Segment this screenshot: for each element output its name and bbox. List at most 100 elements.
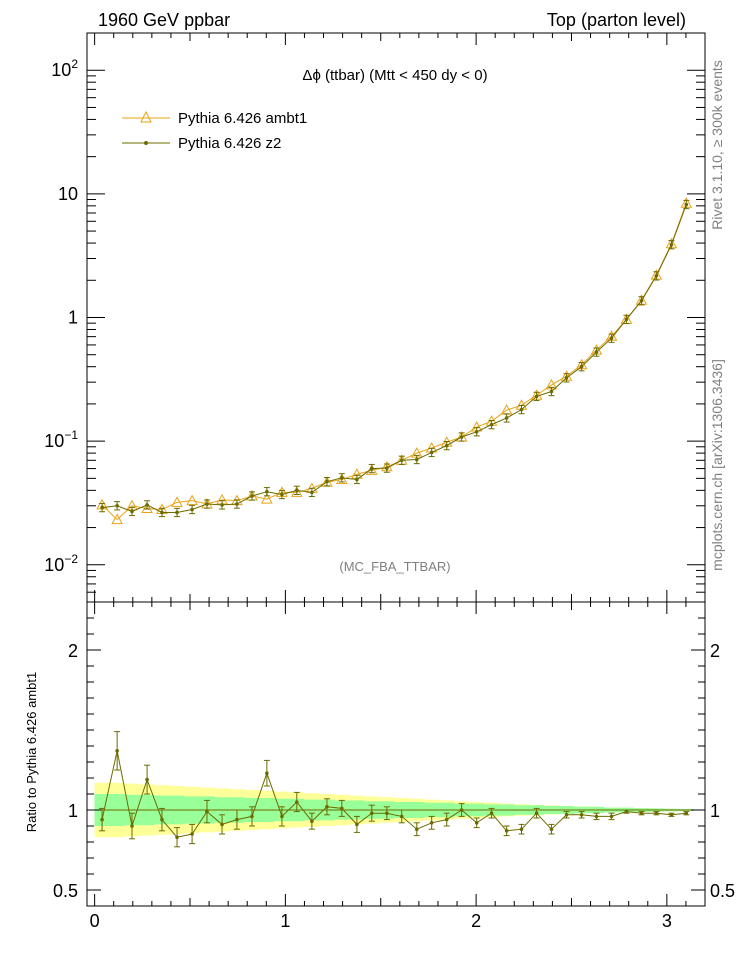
ambt1-point — [141, 502, 153, 514]
ratio-point — [459, 808, 464, 812]
ratio-plot-panel: 2 2 1 1 0.5 0.5 — [53, 601, 735, 907]
ratio-point — [205, 809, 209, 814]
x-tick-label: 2 — [471, 911, 481, 931]
ratio-point — [504, 829, 509, 833]
z2-point — [654, 274, 659, 278]
y-tick-label: 1 — [68, 308, 78, 328]
z2-point — [399, 458, 404, 463]
legend-marker-ambt1 — [140, 110, 152, 123]
ratio-point — [534, 811, 539, 815]
ratio-point — [414, 827, 419, 831]
z2-point — [459, 435, 464, 439]
ratio-point — [280, 814, 284, 819]
legend-marker-z2 — [144, 141, 148, 145]
z2-point — [280, 492, 284, 497]
z2-point — [594, 350, 599, 354]
ratio-point — [444, 817, 449, 822]
z2-point — [444, 443, 449, 448]
ratio-y-tick-labels: 2 2 1 1 0.5 0.5 — [53, 641, 735, 901]
ratio-y-tick-label-left: 0.5 — [53, 881, 78, 901]
series-line-ambt1 — [101, 203, 687, 521]
ratio-point — [265, 771, 269, 775]
ratio-point — [160, 817, 164, 822]
z2-point — [564, 376, 569, 380]
ratio-point — [519, 827, 524, 831]
x-tick-label: 0 — [90, 911, 100, 931]
ratio-point — [474, 821, 479, 825]
z2-point — [265, 489, 269, 494]
z2-point — [235, 502, 239, 506]
ratio-point — [385, 811, 389, 815]
ambt1-point — [171, 496, 183, 507]
z2-point — [100, 505, 104, 510]
z2-point — [190, 507, 194, 512]
ratio-point — [429, 821, 434, 825]
y-tick-label: 10−1 — [44, 428, 78, 451]
z2-point — [250, 494, 254, 498]
ratio-point — [669, 813, 674, 817]
main-y-tick-labels: 102 10 1 10−1 10−2 — [44, 57, 78, 575]
z2-point — [534, 394, 539, 399]
plot-title: Δϕ (ttbar) (Mtt < 450 dy < 0) — [302, 67, 487, 84]
ratio-point — [684, 811, 689, 815]
z2-point — [325, 479, 329, 484]
ratio-point — [175, 835, 179, 839]
z2-point — [504, 416, 509, 420]
ratio-point — [310, 819, 314, 823]
z2-point — [474, 429, 479, 434]
ambt1-point — [290, 486, 303, 497]
ratio-point — [369, 811, 374, 815]
z2-point — [639, 298, 644, 303]
ratio-point — [639, 811, 644, 815]
z2-point — [145, 503, 149, 507]
ratio-axis-ticks — [87, 601, 705, 907]
ratio-point — [654, 811, 659, 815]
z2-point — [385, 466, 389, 470]
z2-point — [609, 336, 614, 341]
ratio-point — [399, 814, 404, 819]
x-tick-label: 1 — [280, 911, 290, 931]
z2-point — [684, 202, 689, 207]
main-series-group — [96, 197, 693, 525]
y-tick-label: 10−2 — [44, 552, 78, 575]
ambt1-point — [261, 493, 273, 504]
main-plot-panel: 102 10 1 10−1 10−2 Δϕ (ttbar) (Mtt < 450 dy … — [44, 32, 706, 603]
z2-point — [310, 490, 314, 495]
ratio-line-z2 — [101, 750, 687, 838]
y-tick-label: 102 — [51, 57, 78, 80]
ambt1-point — [111, 513, 123, 525]
ratio-point — [624, 809, 629, 814]
z2-point — [205, 502, 209, 506]
ratio-point — [115, 749, 119, 753]
ratio-series-group — [99, 731, 690, 848]
ratio-y-tick-label-right: 0.5 — [710, 881, 735, 901]
z2-point — [175, 510, 179, 515]
ratio-point — [340, 806, 344, 811]
z2-point — [519, 407, 524, 412]
ratio-point — [145, 777, 149, 782]
header-right: Top (parton level) — [547, 10, 686, 30]
z2-point — [579, 364, 584, 369]
ambt1-point — [186, 494, 198, 506]
x-tick-label: 3 — [662, 911, 672, 931]
y-tick-label: 10 — [58, 184, 78, 204]
ratio-point — [190, 832, 194, 836]
ratio-y-tick-label-right: 1 — [710, 801, 720, 821]
legend-label-z2: Pythia 6.426 z2 — [178, 135, 281, 152]
series-line-z2 — [102, 204, 687, 513]
ratio-point — [220, 822, 224, 827]
legend-entry-ambt1: Pythia 6.426 ambt1 — [122, 110, 307, 127]
ratio-point — [325, 805, 329, 809]
ratio-point — [355, 822, 359, 827]
z2-point — [669, 242, 674, 247]
ratio-point — [100, 817, 104, 822]
analysis-tag: (MC_FBA_TTBAR) — [339, 559, 450, 574]
z2-point — [355, 477, 359, 482]
x-tick-labels: 0 1 2 3 — [90, 911, 672, 931]
ratio-y-tick-label-left: 1 — [68, 801, 78, 821]
rivet-label: Rivet 3.1.10, ≥ 300k events — [709, 60, 725, 230]
z2-point — [414, 457, 419, 462]
ratio-point — [579, 813, 584, 817]
legend-label-ambt1: Pythia 6.426 ambt1 — [178, 110, 307, 127]
